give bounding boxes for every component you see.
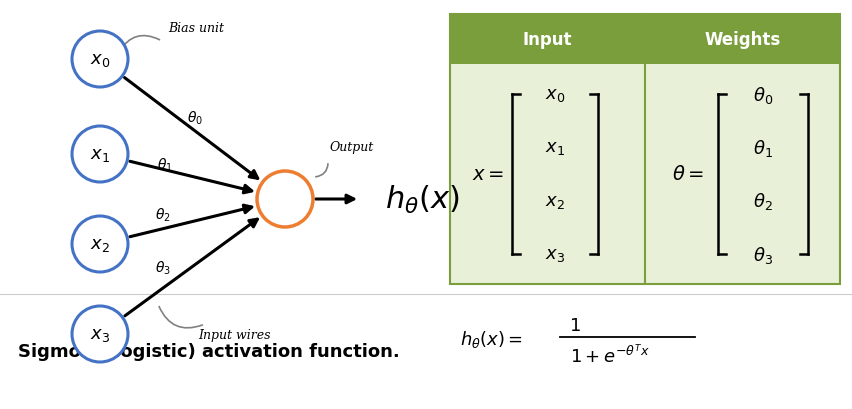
Text: $\theta =$: $\theta =$ — [672, 165, 704, 184]
Text: $\theta_0$: $\theta_0$ — [753, 84, 773, 105]
Text: $\theta_3$: $\theta_3$ — [753, 244, 773, 265]
Text: $x_2$: $x_2$ — [545, 192, 565, 210]
Text: Input wires: Input wires — [198, 328, 270, 341]
Text: $x_0$: $x_0$ — [544, 86, 565, 104]
Text: $\theta_2$: $\theta_2$ — [155, 206, 171, 223]
Text: $\theta_3$: $\theta_3$ — [155, 258, 171, 276]
Text: Input: Input — [523, 31, 573, 49]
Text: $h_\theta(x)$: $h_\theta(x)$ — [385, 184, 459, 216]
Text: Bias unit: Bias unit — [168, 21, 224, 34]
Circle shape — [72, 306, 128, 362]
Text: $x =$: $x =$ — [472, 165, 504, 184]
Circle shape — [72, 216, 128, 272]
Text: $1$: $1$ — [569, 316, 581, 334]
Text: $1 + e^{-\theta^T x}$: $1 + e^{-\theta^T x}$ — [570, 344, 650, 367]
Text: $x_1$: $x_1$ — [90, 146, 110, 164]
Text: Output: Output — [330, 141, 374, 154]
Bar — [450, 15, 840, 284]
Circle shape — [72, 127, 128, 182]
Text: $x_2$: $x_2$ — [90, 236, 110, 254]
Text: $\theta_0$: $\theta_0$ — [187, 109, 203, 126]
Text: $x_3$: $x_3$ — [90, 325, 110, 343]
Text: Weights: Weights — [705, 31, 780, 49]
Text: Sigmoid (logistic) activation function.: Sigmoid (logistic) activation function. — [18, 342, 400, 360]
Text: $\theta_2$: $\theta_2$ — [753, 191, 773, 211]
Text: $\theta_1$: $\theta_1$ — [157, 156, 173, 173]
Bar — [450, 15, 840, 65]
Text: $h_\theta(x) =$: $h_\theta(x) =$ — [460, 329, 523, 350]
Text: $x_3$: $x_3$ — [545, 245, 565, 263]
Text: $x_1$: $x_1$ — [545, 139, 565, 157]
Text: $\theta_1$: $\theta_1$ — [753, 137, 773, 158]
Circle shape — [72, 32, 128, 88]
Circle shape — [257, 172, 313, 227]
Text: $x_0$: $x_0$ — [89, 51, 110, 69]
